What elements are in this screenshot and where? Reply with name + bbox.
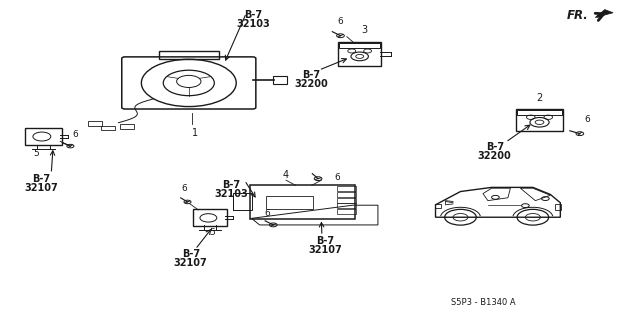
Polygon shape (595, 10, 613, 18)
Text: FR.: FR. (567, 9, 589, 22)
Text: 5: 5 (33, 149, 38, 158)
Text: S5P3 - B1340 A: S5P3 - B1340 A (451, 298, 515, 307)
Text: 6: 6 (585, 115, 590, 124)
Text: 32200: 32200 (295, 79, 328, 89)
Text: B-7: B-7 (33, 174, 51, 184)
Text: 6: 6 (338, 17, 343, 26)
Text: 32107: 32107 (308, 245, 342, 255)
Text: 32107: 32107 (174, 258, 207, 268)
Text: 3: 3 (362, 25, 368, 35)
Text: B-7: B-7 (316, 236, 334, 246)
Text: B-7: B-7 (223, 180, 241, 190)
Text: B-7: B-7 (303, 70, 321, 80)
Text: 32103: 32103 (236, 19, 269, 29)
Text: 6: 6 (335, 173, 340, 182)
Text: 1: 1 (192, 128, 198, 137)
Text: 5: 5 (210, 228, 215, 237)
Text: 2: 2 (536, 93, 543, 103)
Text: 32103: 32103 (215, 189, 248, 199)
Text: B-7: B-7 (486, 142, 504, 152)
Text: 6: 6 (73, 130, 78, 139)
Text: 4: 4 (283, 170, 289, 180)
Text: B-7: B-7 (182, 249, 200, 259)
Text: B-7: B-7 (244, 10, 262, 20)
Text: 6: 6 (182, 184, 187, 193)
Text: 32107: 32107 (25, 183, 58, 193)
Text: 6: 6 (264, 209, 269, 218)
Text: 32200: 32200 (478, 151, 511, 161)
